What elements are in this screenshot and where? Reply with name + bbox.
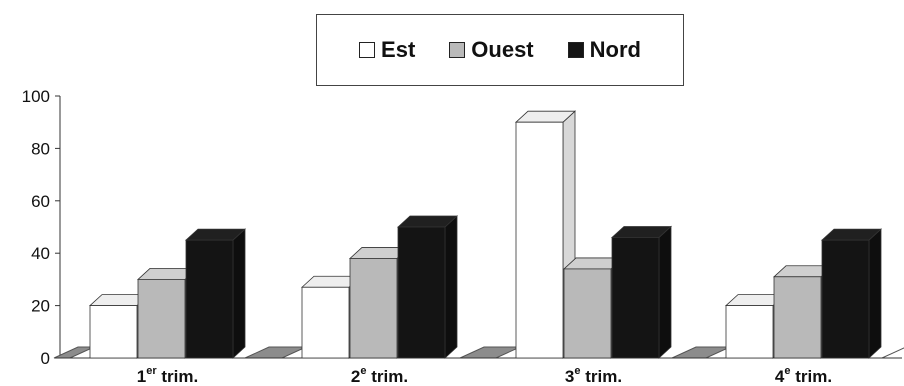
y-tick-label: 40 [31,244,50,263]
floor-segment [460,347,520,358]
bar [516,122,563,358]
bar-side-face [869,229,881,358]
y-tick-label: 100 [22,87,50,106]
bar-side-face [659,226,671,358]
floor-segment [882,347,904,358]
y-tick-label: 60 [31,192,50,211]
y-tick-label: 20 [31,297,50,316]
bar [774,277,821,358]
bar [90,306,137,358]
bar-side-face [445,216,457,358]
floor-segment [245,347,306,358]
y-tick-label: 0 [41,349,50,368]
bar [398,227,445,358]
bar [612,237,659,358]
bar [138,279,185,358]
x-tick-label: 1er trim. [137,365,198,386]
x-tick-label: 4e trim. [775,365,832,386]
bar [350,258,397,358]
bar [822,240,869,358]
bar [186,240,233,358]
bar [726,306,773,358]
bar-side-face [233,229,245,358]
x-tick-label: 3e trim. [565,365,622,386]
bar [302,287,349,358]
floor-segment [672,347,730,358]
bar [564,269,611,358]
y-tick-label: 80 [31,139,50,158]
x-tick-label: 2e trim. [351,365,408,386]
